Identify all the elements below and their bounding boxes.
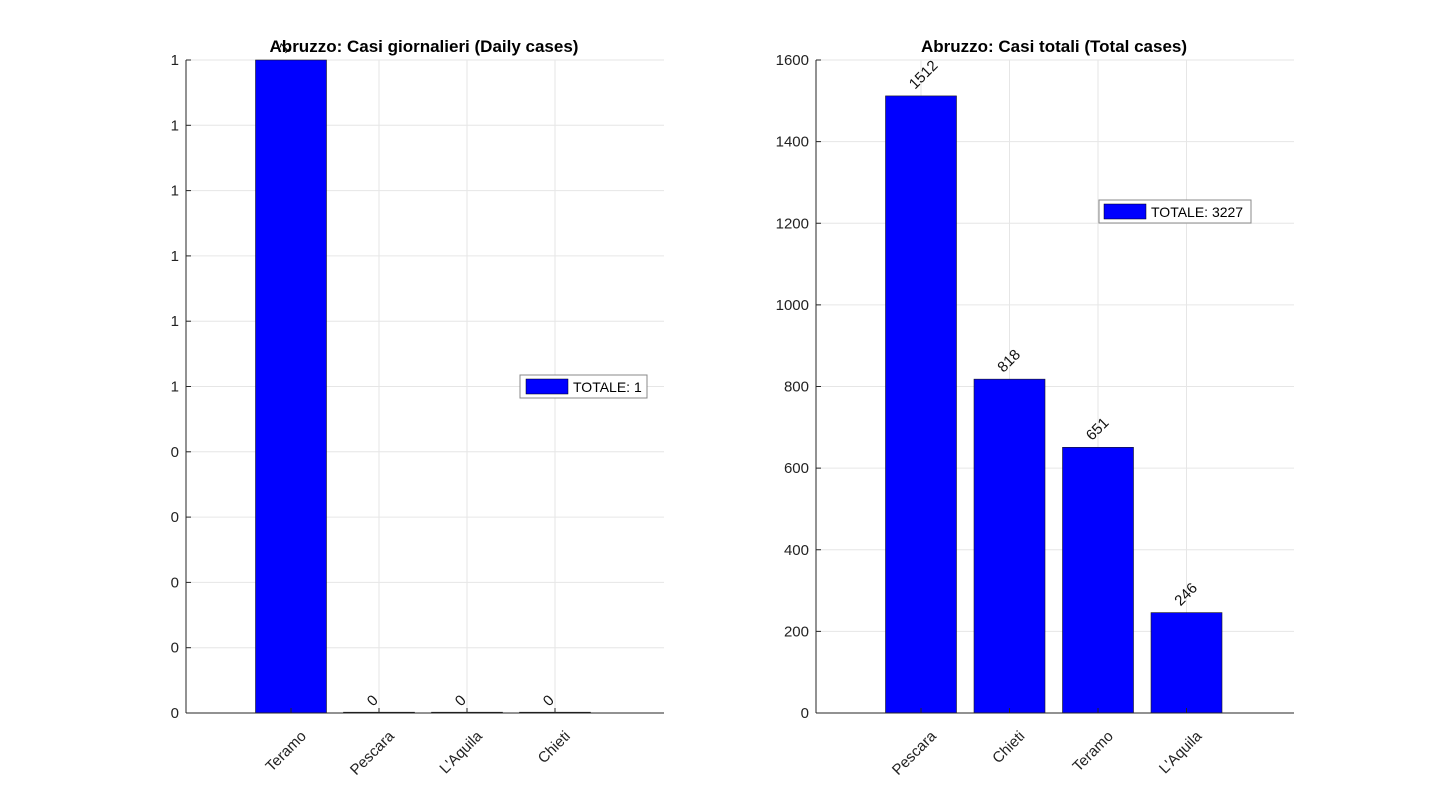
y-tick-label: 1 <box>171 313 179 330</box>
daily-cases-legend: TOTALE: 1 <box>519 374 648 399</box>
category-label: Pescara <box>347 727 398 778</box>
legend-swatch <box>525 378 569 395</box>
y-tick-label: 200 <box>784 623 809 640</box>
y-tick-label: 0 <box>171 640 179 657</box>
y-tick-label: 0 <box>171 574 179 591</box>
category-label: Pescara <box>889 727 940 778</box>
category-label: Teramo <box>1069 728 1116 775</box>
bar-pescara <box>885 95 957 714</box>
y-tick-label: 800 <box>784 379 809 396</box>
y-tick-label: 400 <box>784 542 809 559</box>
y-tick-label: 1 <box>171 117 179 134</box>
category-label: L'Aquila <box>1156 727 1206 777</box>
y-tick-label: 0 <box>171 444 179 461</box>
category-label: L'Aquila <box>436 727 486 777</box>
bar-chieti <box>973 378 1046 714</box>
daily-cases-axes <box>185 59 664 714</box>
bar-teramo <box>255 59 327 714</box>
y-tick-label: 600 <box>784 460 809 477</box>
y-tick-label: 1 <box>171 52 179 69</box>
daily-cases-chart: 000001111111Teramo0Pescara0L'Aquila0Chie… <box>171 37 664 779</box>
category-label: Chieti <box>535 728 574 767</box>
total-cases-chart: 0 200 400 600 800 1000 1200 1400 1600 1512 Pescara… <box>776 37 1294 779</box>
daily-cases-title: Abruzzo: Casi giornalieri (Daily cases) <box>270 37 579 56</box>
legend-label: TOTALE: 1 <box>573 379 642 395</box>
data-label: 1512 <box>906 57 942 93</box>
data-label: 818 <box>994 346 1024 376</box>
y-tick-label: 1400 <box>776 134 809 151</box>
y-tick-label: 1200 <box>776 215 809 232</box>
total-cases-axes <box>815 59 1294 714</box>
bar-teramo <box>1062 447 1134 714</box>
daily-cases-labels: 000001111111Teramo0Pescara0L'Aquila0Chie… <box>171 39 574 779</box>
data-label: 651 <box>1083 414 1113 444</box>
legend-swatch <box>1103 203 1147 220</box>
y-tick-label: 1000 <box>776 297 809 314</box>
bar-laquila <box>1150 612 1223 714</box>
y-tick-label: 0 <box>801 705 809 722</box>
total-cases-legend: TOTALE: 3227 <box>1098 199 1252 224</box>
y-tick-label: 0 <box>171 705 179 722</box>
legend-label: TOTALE: 3227 <box>1151 204 1243 220</box>
y-tick-label: 0 <box>171 509 179 526</box>
category-label: Chieti <box>989 728 1028 767</box>
y-tick-label: 1 <box>171 183 179 200</box>
category-label: Teramo <box>262 728 309 775</box>
y-tick-label: 1600 <box>776 52 809 69</box>
y-tick-label: 1 <box>171 248 179 265</box>
total-cases-title: Abruzzo: Casi totali (Total cases) <box>921 37 1187 56</box>
total-cases-bars <box>885 95 1223 714</box>
y-tick-label: 1 <box>171 379 179 396</box>
data-label: 246 <box>1171 580 1201 610</box>
